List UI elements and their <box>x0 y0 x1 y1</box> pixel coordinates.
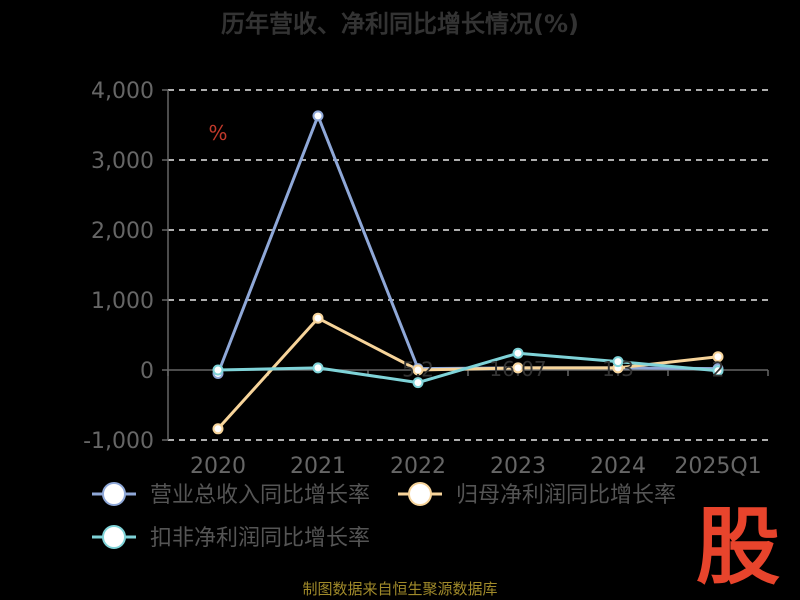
data-point <box>412 377 424 389</box>
y-tick-label: -1,000 <box>83 429 154 454</box>
legend-marker <box>408 482 432 506</box>
data-point <box>212 423 224 435</box>
data-point <box>712 351 724 363</box>
x-tick-label: 2020 <box>190 454 246 479</box>
x-tick-label: 2023 <box>490 454 546 479</box>
legend-label: 归母净利润同比增长率 <box>456 483 676 508</box>
data-label: 5.2 <box>402 358 434 382</box>
x-tick-label: 2021 <box>290 454 346 479</box>
x-tick-label: 2024 <box>590 454 646 479</box>
y-tick-label: 1,000 <box>91 289 154 314</box>
data-labels: % 5.2 16.07 1.3 2 <box>208 121 724 382</box>
chart-title: 历年营收、净利同比增长情况(%) <box>221 10 579 38</box>
y-tick-label: 4,000 <box>91 79 154 104</box>
x-tick-label: 2025Q1 <box>674 454 761 479</box>
legend-marker <box>102 482 126 506</box>
y-tick-label: 3,000 <box>91 149 154 174</box>
data-label: 1.3 <box>602 357 634 381</box>
data-label: % <box>208 121 227 145</box>
logo-mark: 股 <box>696 498 780 596</box>
source-note: 制图数据来自恒生聚源数据库 <box>302 580 497 598</box>
data-point <box>312 312 324 324</box>
data-point <box>512 362 524 374</box>
data-point <box>512 347 524 359</box>
data-point <box>412 364 424 376</box>
y-tick-label: 0 <box>140 359 154 384</box>
axes: -1,000 0 1,000 2,000 3,000 4,000 2020 2021 2022 2… <box>83 79 769 479</box>
series-points <box>212 110 724 435</box>
x-tick-label: 2022 <box>390 454 446 479</box>
data-label: 16.07 <box>489 357 546 381</box>
y-tick-label: 2,000 <box>91 219 154 244</box>
data-point <box>712 365 724 377</box>
data-point <box>612 356 624 368</box>
legend-label: 营业总收入同比增长率 <box>150 483 370 508</box>
data-point <box>312 110 324 122</box>
legend-marker <box>102 525 126 549</box>
series-line <box>216 114 719 375</box>
data-point <box>312 362 324 374</box>
data-label: 2 <box>712 358 725 382</box>
series-line <box>217 351 719 385</box>
legend-label: 扣非净利润同比增长率 <box>150 526 370 551</box>
data-point <box>212 364 224 376</box>
series-lines <box>216 114 719 430</box>
grid <box>168 89 768 441</box>
